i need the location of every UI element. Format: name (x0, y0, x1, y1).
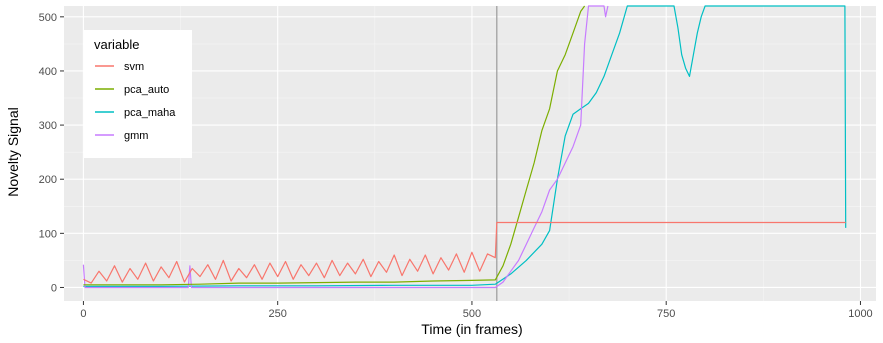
x-axis-ticks: 0 250 500 750 1000 (80, 301, 873, 320)
series-line-pca-maha (83, 5, 847, 287)
legend-label-pca-auto: pca_auto (124, 84, 169, 96)
x-tick-label: 500 (463, 308, 481, 320)
minor-gridlines (64, 6, 876, 301)
x-tick-label: 750 (657, 308, 675, 320)
x-axis-label: Time (in frames) (421, 321, 522, 337)
y-tick-label: 100 (39, 228, 57, 240)
legend-label-gmm: gmm (124, 130, 148, 142)
legend-box (84, 30, 192, 158)
series-line-gmm (82, 5, 609, 289)
series-line-pca-auto (83, 5, 586, 286)
x-tick-label: 0 (80, 308, 86, 320)
y-axis-ticks: 0 100 200 300 400 500 (39, 12, 64, 294)
x-tick-label: 1000 (848, 308, 872, 320)
legend-label-pca-maha: pca_maha (124, 107, 176, 119)
series-layer (82, 5, 847, 289)
y-tick-label: 400 (39, 66, 57, 78)
legend-title: variable (94, 37, 140, 52)
legend-label-svm: svm (124, 61, 144, 73)
y-tick-label: 0 (51, 282, 57, 294)
x-tick-label: 250 (269, 308, 287, 320)
y-tick-label: 500 (39, 12, 57, 24)
plot-background (64, 6, 876, 301)
y-axis-label: Novelty Signal (5, 107, 21, 197)
series-line-svm (83, 221, 846, 284)
y-tick-label: 300 (39, 120, 57, 132)
y-tick-label: 200 (39, 174, 57, 186)
